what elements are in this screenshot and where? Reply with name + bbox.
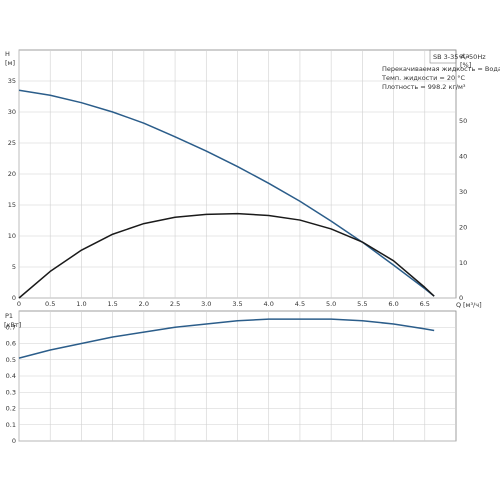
y2-tick-label: 50 [459,117,467,125]
p1-tick-label: 0.2 [6,405,16,413]
y-tick-label: 0 [12,294,16,302]
y-tick-label: 10 [8,232,16,240]
p1-tick-label: 0.4 [6,372,16,380]
p1-tick-label: 0.1 [6,421,16,429]
x-tick-label: 0 [17,300,21,308]
y-tick-label: 35 [8,77,16,85]
x-tick-label: 0.5 [45,300,55,308]
x-tick-label: 3.0 [201,300,211,308]
head-curve [18,89,435,297]
y2-tick-label: 0 [459,294,463,302]
chart-title: SB 3-35 A, 50Hz [433,53,486,61]
head-efficiency-chart: 0 0.5 1.0 1.5 2.0 2.5 3.0 3.5 4.0 4.5 5.0 5.5 6.0 6.5… [5,49,500,309]
y2-axis-unit: [%] [460,61,471,69]
x-tick-label: 2.5 [170,300,180,308]
top-y2-ticks: 0 10 20 30 40 50 [459,117,467,302]
x-tick-label: 1.5 [107,300,117,308]
y-tick-label: 15 [8,201,16,209]
y-tick-label: 5 [12,263,16,271]
x-tick-label: 6.5 [420,300,430,308]
note-temperature: Темп. жидкости = 20 °C [381,74,465,82]
title-box [429,49,457,64]
x-tick-label: 4.5 [295,300,305,308]
note-liquid: Перекачиваемая жидкость = Вода [382,65,500,73]
top-y-ticks: 0 5 10 15 20 25 30 35 [8,77,16,302]
y-tick-label: 30 [8,108,16,116]
p1-tick-label: 0.5 [6,356,16,364]
p1-tick-label: 0.3 [6,388,16,396]
bottom-grid [18,311,456,442]
note-density: Плотность = 998.2 кг/м³ [382,83,466,91]
y2-axis-label: eta [459,52,470,60]
p1-tick-label: 0 [12,437,16,445]
y-axis-unit: [м] [5,59,15,67]
p1-axis-label: P1 [5,312,13,320]
x-tick-label: 3.5 [232,300,242,308]
efficiency-curve [18,212,435,299]
y2-tick-label: 40 [459,152,467,160]
top-grid [18,50,456,299]
x-tick-label: 4.0 [264,300,274,308]
power-curve [18,318,435,359]
x-tick-label: 5.0 [326,300,336,308]
bottom-y-ticks: 0 0.1 0.2 0.3 0.4 0.5 0.6 0.7 [6,323,16,445]
x-tick-label: 2.0 [139,300,149,308]
y-tick-label: 20 [8,170,16,178]
p1-tick-label: 0.6 [6,340,16,348]
y-tick-label: 25 [8,139,16,147]
bottom-series [18,318,435,359]
x-tick-label: 1.0 [76,300,86,308]
x-axis-unit: [м³/ч] [463,301,482,309]
y-axis-label: H [5,50,10,58]
p1-tick-label: 0.7 [6,323,16,331]
p1-axis-unit: [кВт] [4,321,21,329]
x-axis-label: Q [456,301,461,309]
y2-tick-label: 30 [459,188,467,196]
x-tick-label: 6.0 [388,300,398,308]
top-x-ticks: 0 0.5 1.0 1.5 2.0 2.5 3.0 3.5 4.0 4.5 5.0 5.5 6.0 6.5 [17,300,430,308]
power-chart: 0 0.1 0.2 0.3 0.4 0.5 0.6 0.7 P1 [кВт] [4,310,457,445]
y2-tick-label: 10 [459,259,467,267]
y2-tick-label: 20 [459,223,467,231]
x-tick-label: 5.5 [357,300,367,308]
top-series [18,89,435,299]
